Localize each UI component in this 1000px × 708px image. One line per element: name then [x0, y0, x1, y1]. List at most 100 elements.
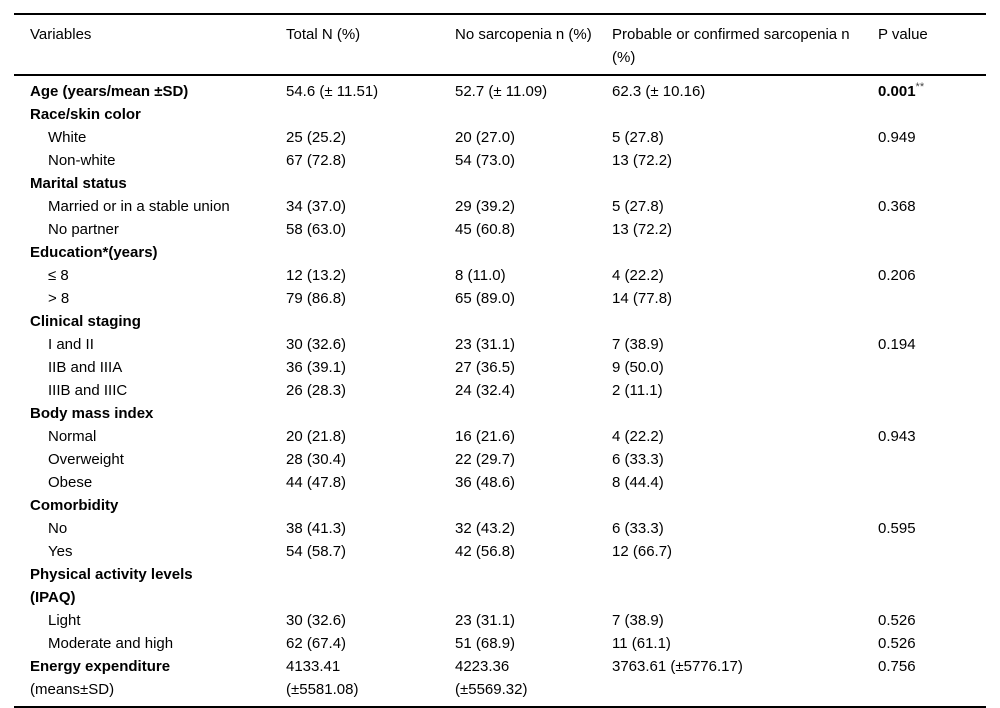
table-row: Non-white 67 (72.8) 54 (73.0) 13 (72.2) [14, 149, 986, 172]
table-row: IIB and IIIA 36 (39.1) 27 (36.5) 9 (50.0) [14, 356, 986, 379]
cell-no-sarcopenia: 45 (60.8) [455, 221, 516, 238]
p-value-text: 0.001 [878, 83, 916, 100]
cell-total-n: 4133.41 (±5581.08) [286, 658, 359, 698]
row-label-category: ≤ 8 [14, 264, 286, 287]
cell-total-n [286, 494, 455, 517]
table-row: Overweight 28 (30.4) 22 (29.7) 6 (33.3) [14, 448, 986, 471]
cell-p-value [878, 172, 986, 195]
cell-total-n [286, 241, 455, 264]
cell-total-n: 79 (86.8) [286, 290, 347, 307]
row-label-category: > 8 [14, 287, 286, 310]
cell-probable-sarcopenia: 6 (33.3) [612, 451, 664, 468]
cell-probable-sarcopenia: 3763.61 (±5776.17) [612, 658, 743, 675]
cell-p-value [878, 149, 986, 172]
cell-probable-sarcopenia [612, 402, 878, 425]
p-value-text: 0.526 [878, 612, 916, 629]
cell-p-value: 0.206 [878, 264, 986, 287]
cell-no-sarcopenia: 23 (31.1) [455, 336, 516, 353]
cell-probable-sarcopenia: 4 (22.2) [612, 267, 664, 284]
p-value-text: 0.943 [878, 428, 916, 445]
row-label-text: Education*(years) [30, 244, 158, 261]
cell-p-value [878, 563, 986, 609]
table-row: Light 30 (32.6) 23 (31.1) 7 (38.9) 0.526 [14, 609, 986, 632]
table-row: Physical activity levels (IPAQ) [14, 563, 986, 609]
row-label-text: I and II [48, 336, 94, 353]
row-label-variable: Energy expenditure (means±SD) [14, 655, 286, 707]
table-row: Race/skin color [14, 103, 986, 126]
header-total-n: Total N (%) [286, 14, 455, 76]
row-label-text: Obese [48, 474, 93, 491]
cell-total-n: 67 (72.8) [286, 152, 347, 169]
cell-probable-sarcopenia: 4 (22.2) [612, 428, 664, 445]
cell-total-n: 20 (21.8) [286, 428, 347, 445]
cell-total-n [286, 103, 455, 126]
row-label-variable: Clinical staging [14, 310, 286, 333]
row-label-text: Body mass index [30, 405, 154, 422]
row-label-category: No partner [14, 218, 286, 241]
row-label-text: Yes [48, 543, 73, 560]
cell-no-sarcopenia: 52.7 (± 11.09) [455, 83, 548, 100]
cell-p-value: 0.194 [878, 333, 986, 356]
cell-probable-sarcopenia: 7 (38.9) [612, 336, 664, 353]
cell-p-value [878, 402, 986, 425]
row-label-text: Race/skin color [30, 106, 141, 123]
cell-no-sarcopenia: 8 (11.0) [455, 267, 506, 284]
cell-no-sarcopenia: 24 (32.4) [455, 382, 516, 399]
cell-no-sarcopenia [455, 172, 612, 195]
row-label-variable: Comorbidity [14, 494, 286, 517]
row-label-text: No [48, 520, 68, 537]
row-sublabel-text: (means±SD) [30, 681, 115, 698]
cell-total-n [286, 310, 455, 333]
p-value-text: 0.756 [878, 658, 916, 675]
cell-probable-sarcopenia [612, 310, 878, 333]
cell-total-n: 54 (58.7) [286, 543, 347, 560]
cell-p-value: 0.943 [878, 425, 986, 448]
row-label-category: IIIB and IIIC [14, 379, 286, 402]
cell-probable-sarcopenia [612, 241, 878, 264]
cell-total-n: 30 (32.6) [286, 336, 347, 353]
cell-probable-sarcopenia: 2 (11.1) [612, 382, 663, 399]
row-label-text: ≤ 8 [48, 267, 69, 284]
table-row: Energy expenditure (means±SD) 4133.41 (±55… [14, 655, 986, 707]
row-label-category: No [14, 517, 286, 540]
cell-probable-sarcopenia: 7 (38.9) [612, 612, 664, 629]
cell-no-sarcopenia [455, 563, 612, 609]
cell-p-value [878, 494, 986, 517]
row-label-category: Non-white [14, 149, 286, 172]
row-label-category: IIB and IIIA [14, 356, 286, 379]
cell-probable-sarcopenia: 13 (72.2) [612, 221, 673, 238]
row-label-text: Overweight [48, 451, 124, 468]
p-value-text: 0.194 [878, 336, 916, 353]
table-row: No partner 58 (63.0) 45 (60.8) 13 (72.2) [14, 218, 986, 241]
cell-p-value [878, 241, 986, 264]
cell-probable-sarcopenia: 13 (72.2) [612, 152, 673, 169]
cell-p-value: 0.368 [878, 195, 986, 218]
cell-total-n: 44 (47.8) [286, 474, 347, 491]
cell-p-value [878, 356, 986, 379]
cell-total-n [286, 172, 455, 195]
row-label-variable: Body mass index [14, 402, 286, 425]
cell-no-sarcopenia [455, 241, 612, 264]
p-value-text: 0.526 [878, 635, 916, 652]
cell-probable-sarcopenia [612, 563, 878, 609]
cell-no-sarcopenia: 27 (36.5) [455, 359, 516, 376]
cell-no-sarcopenia [455, 494, 612, 517]
p-value-text: 0.368 [878, 198, 916, 215]
cell-p-value [878, 471, 986, 494]
table-row: Yes 54 (58.7) 42 (56.8) 12 (66.7) [14, 540, 986, 563]
cell-probable-sarcopenia [612, 103, 878, 126]
cell-total-n: 25 (25.2) [286, 129, 347, 146]
table-row: Moderate and high 62 (67.4) 51 (68.9) 11 (6… [14, 632, 986, 655]
row-label-variable: Marital status [14, 172, 286, 195]
cell-no-sarcopenia: 29 (39.2) [455, 198, 516, 215]
cell-p-value [878, 103, 986, 126]
row-label-text: Clinical staging [30, 313, 141, 330]
row-label-text: Non-white [48, 152, 116, 169]
table-row: White 25 (25.2) 20 (27.0) 5 (27.8) 0.949 [14, 126, 986, 149]
cell-no-sarcopenia: 54 (73.0) [455, 152, 516, 169]
row-label-category: Normal [14, 425, 286, 448]
cell-total-n: 12 (13.2) [286, 267, 347, 284]
table-row: Marital status [14, 172, 986, 195]
cell-p-value: 0.526 [878, 609, 986, 632]
cell-p-value [878, 287, 986, 310]
